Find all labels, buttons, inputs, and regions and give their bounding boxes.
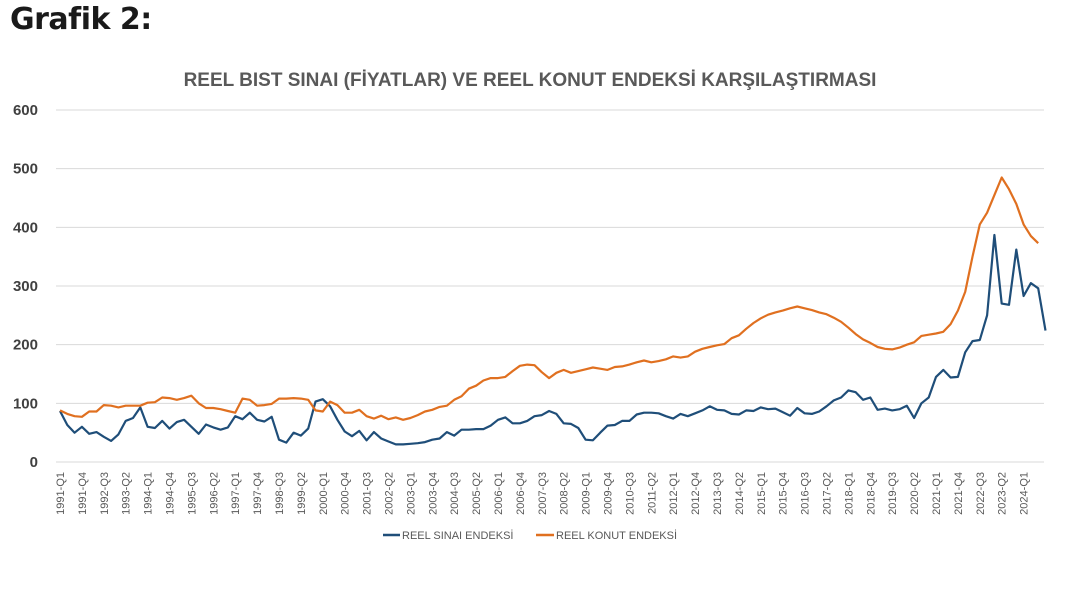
series-points-0	[59, 234, 1046, 445]
x-tick-label: 1991-Q1	[55, 472, 67, 515]
x-tick-label: 1994-Q4	[165, 472, 177, 515]
x-tick-label: 1997-Q4	[252, 472, 264, 515]
x-tick-label: 2006-Q4	[515, 472, 527, 515]
x-tick-label: 1996-Q2	[208, 472, 220, 515]
x-tick-label: 1999-Q2	[296, 472, 308, 515]
chart-title: REEL BIST SINAI (FİYATLAR) VE REEL KONUT…	[184, 70, 877, 91]
x-tick-label: 2003-Q1	[405, 472, 417, 515]
x-tick-label: 2018-Q1	[843, 472, 855, 515]
y-tick-label: 100	[13, 395, 38, 412]
series-line-0	[59, 233, 1047, 446]
x-tick-label: 2004-Q3	[449, 472, 461, 515]
x-tick-label: 2012-Q1	[668, 472, 680, 515]
x-tick-label: 1993-Q2	[121, 472, 133, 515]
x-tick-label: 1998-Q3	[274, 472, 286, 515]
x-tick-label: 2016-Q3	[800, 472, 812, 515]
x-tick-label: 2011-Q2	[646, 472, 658, 514]
x-tick-label: 1991-Q4	[77, 472, 89, 515]
x-tick-label: 2001-Q3	[362, 472, 374, 515]
y-tick-label: 400	[13, 219, 38, 236]
series-lines	[59, 176, 1047, 446]
y-tick-label: 300	[13, 278, 38, 295]
y-tick-label: 600	[13, 102, 38, 119]
series-points-1	[59, 177, 1039, 420]
x-tick-label: 2018-Q4	[865, 472, 877, 515]
x-tick-label: 2003-Q4	[427, 472, 439, 515]
x-tick-label: 2021-Q4	[953, 472, 965, 515]
y-axis-ticks: 0 100 200 300 400 500 600	[13, 102, 38, 471]
x-tick-label: 2022-Q3	[975, 472, 987, 515]
x-tick-label: 2009-Q1	[581, 472, 593, 515]
y-tick-label: 200	[13, 337, 38, 354]
y-tick-label: 500	[13, 161, 38, 178]
x-tick-label: 1995-Q3	[186, 472, 198, 515]
x-tick-label: 2023-Q2	[997, 472, 1009, 515]
figure-heading: Grafik 2:	[10, 2, 152, 37]
y-tick-label: 0	[30, 454, 38, 471]
x-axis-ticks: 1991-Q1 1991-Q4 1992-Q3 1993-Q2 1994-Q1 1994-…	[55, 472, 1031, 515]
x-tick-label: 2009-Q4	[603, 472, 615, 515]
x-tick-label: 2000-Q4	[340, 472, 352, 515]
x-tick-label: 2017-Q2	[822, 472, 834, 515]
x-tick-label: 1994-Q1	[143, 472, 155, 515]
x-tick-label: 2007-Q3	[537, 472, 549, 515]
x-tick-label: 2013-Q3	[712, 472, 724, 515]
x-tick-label: 2015-Q1	[756, 472, 768, 515]
x-tick-label: 2021-Q1	[931, 472, 943, 515]
x-tick-label: 1997-Q1	[230, 472, 242, 515]
x-tick-label: 2008-Q2	[559, 472, 571, 515]
legend-label-sinai: REEL SINAI ENDEKSİ	[402, 529, 513, 542]
legend-label-konut: REEL KONUT ENDEKSİ	[556, 529, 677, 542]
gridlines	[56, 109, 1044, 463]
x-tick-label: 1992-Q3	[99, 472, 111, 515]
x-tick-label: 2006-Q1	[493, 472, 505, 515]
x-tick-label: 2014-Q2	[734, 472, 746, 515]
series-line-1	[59, 176, 1039, 421]
x-tick-label: 2010-Q3	[624, 472, 636, 515]
x-tick-label: 2019-Q3	[887, 472, 899, 515]
x-tick-label: 2005-Q2	[471, 472, 483, 515]
x-tick-label: 2020-Q2	[909, 472, 921, 515]
x-tick-label: 2012-Q4	[690, 472, 702, 515]
x-tick-label: 2015-Q4	[778, 472, 790, 515]
legend: REEL SINAI ENDEKSİ REEL KONUT ENDEKSİ	[383, 529, 677, 542]
x-tick-label: 2000-Q1	[318, 472, 330, 515]
x-tick-label: 2002-Q2	[384, 472, 396, 515]
x-tick-label: 2024-Q1	[1019, 472, 1031, 515]
